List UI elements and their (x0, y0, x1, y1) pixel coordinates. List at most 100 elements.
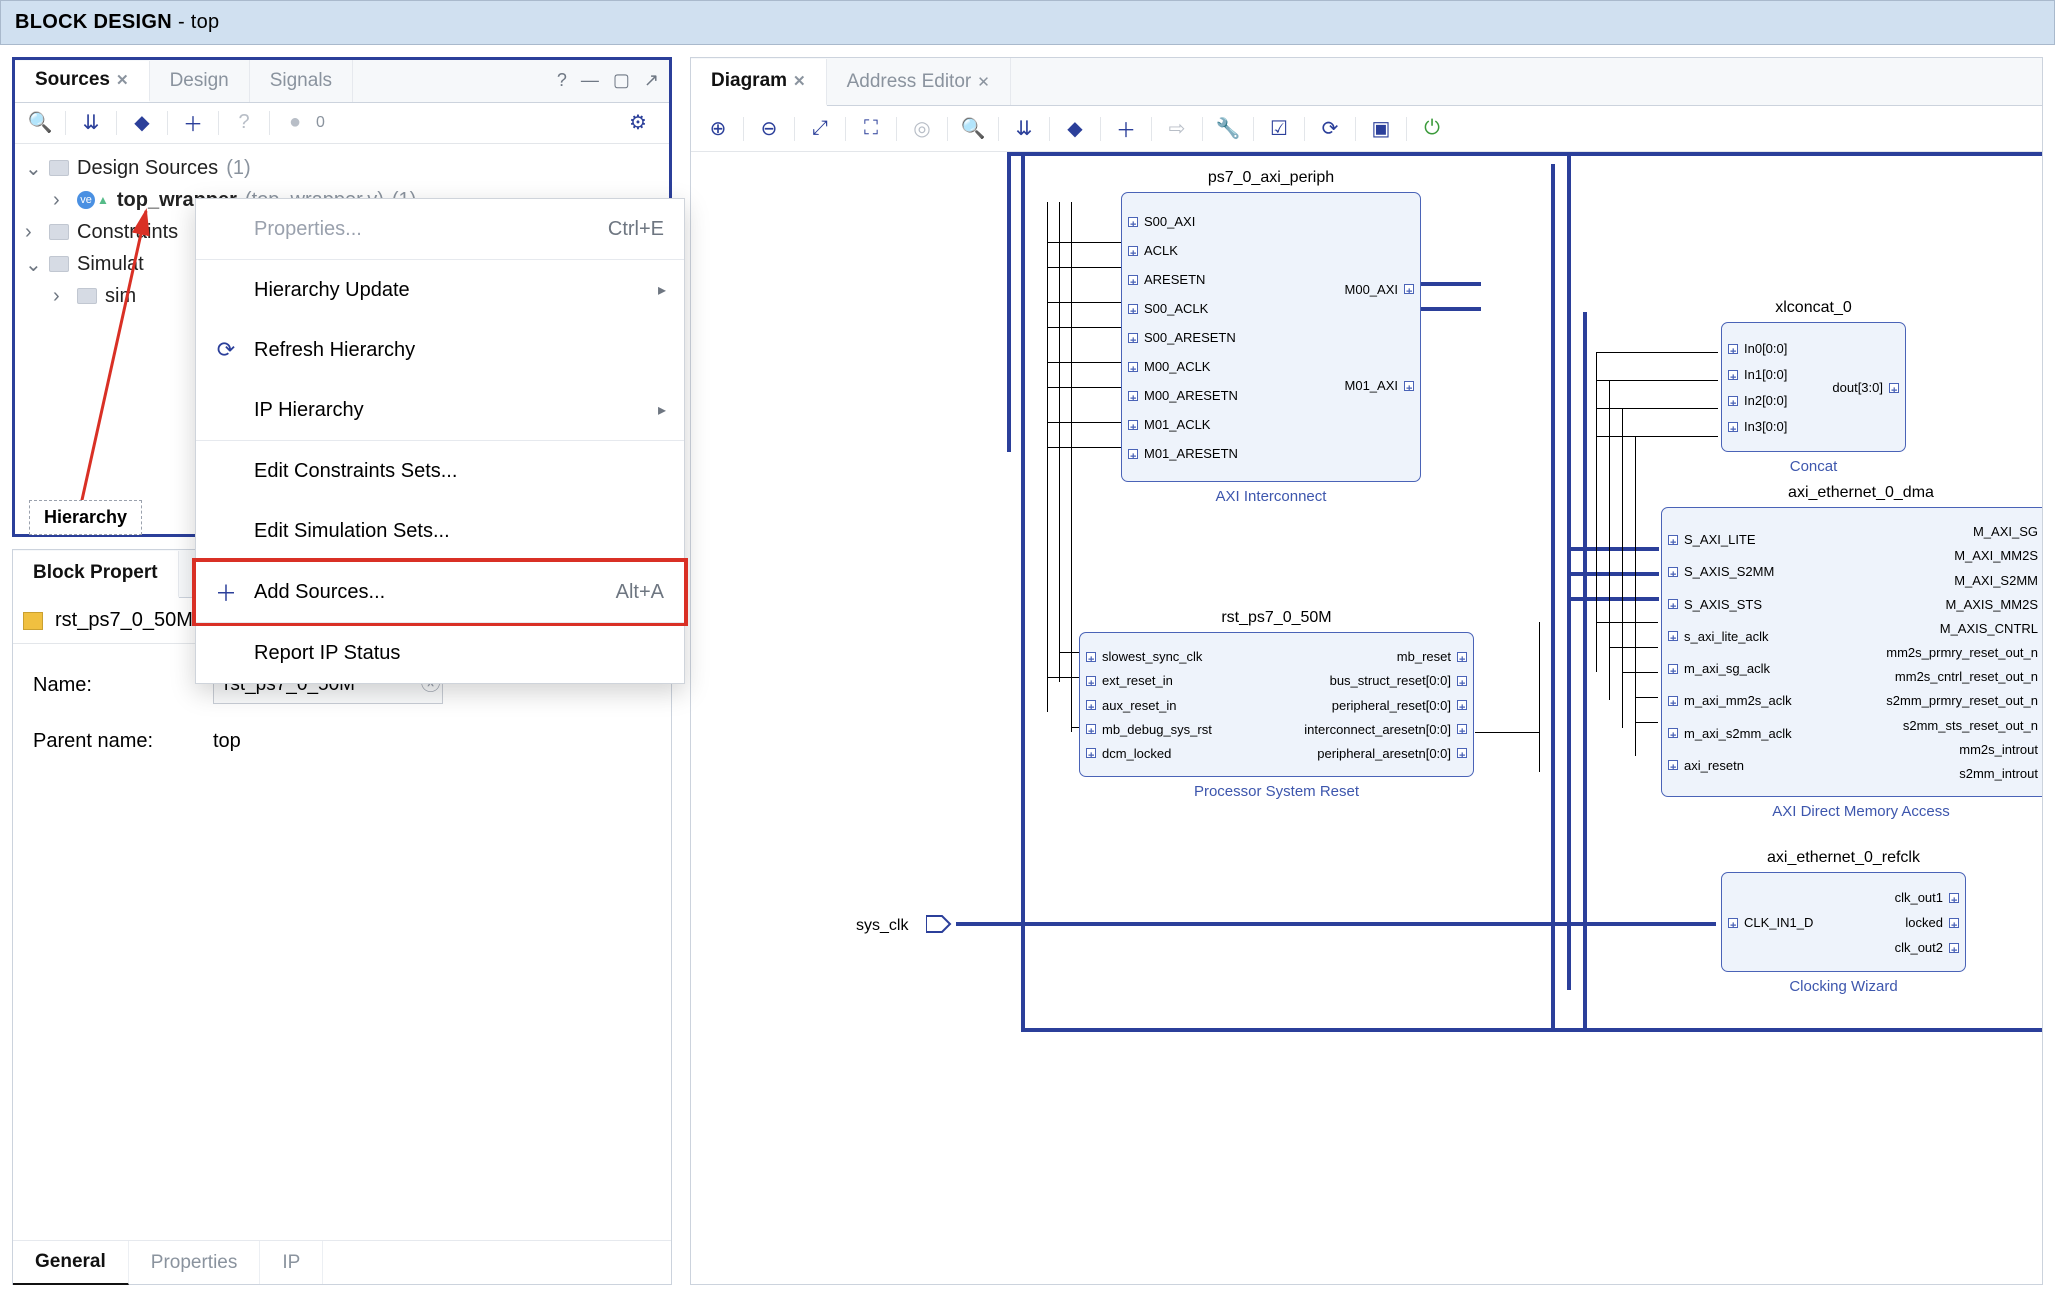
pin-left[interactable]: m_axi_mm2s_aclk (1668, 693, 1792, 708)
zoom-out-icon[interactable]: ⊖ (752, 112, 786, 146)
tab-design[interactable]: Design (150, 60, 250, 102)
block-rst[interactable]: rst_ps7_0_50MProcessor System Resetslowe… (1079, 632, 1474, 777)
pin-left[interactable]: axi_resetn (1668, 758, 1744, 773)
diagram-canvas[interactable]: sys_clk (691, 152, 2042, 1284)
gear-icon[interactable]: ⚙ (621, 106, 655, 140)
pin-left[interactable]: M00_ACLK (1128, 359, 1210, 374)
subtab-properties[interactable]: Properties (129, 1241, 261, 1284)
pin-left[interactable]: In0[0:0] (1728, 341, 1787, 356)
dot-icon[interactable]: ● (278, 106, 312, 140)
pin-right[interactable]: peripheral_aresetn[0:0] (1317, 746, 1467, 761)
block-axi-periph[interactable]: ps7_0_axi_periphAXI InterconnectS00_AXIA… (1121, 192, 1421, 482)
tab-diagram[interactable]: Diagram✕ (691, 59, 827, 106)
pin-left[interactable]: In2[0:0] (1728, 393, 1787, 408)
pin-right[interactable]: locked (1905, 915, 1959, 930)
target-icon[interactable]: ◎ (905, 112, 939, 146)
pin-right[interactable]: mm2s_prmry_reset_out_n (1886, 645, 2042, 660)
pin-right[interactable]: dout[3:0] (1832, 380, 1899, 395)
menu-edit-constraints[interactable]: Edit Constraints Sets... (196, 441, 684, 501)
pin-right[interactable]: M00_AXI (1345, 282, 1414, 297)
menu-refresh-hierarchy[interactable]: ⟳ Refresh Hierarchy (196, 320, 684, 380)
wrench-icon[interactable]: 🔧 (1211, 112, 1245, 146)
pin-right[interactable]: M_AXI_MM2S (1954, 548, 2042, 563)
pin-right[interactable]: mm2s_introut (1959, 742, 2042, 757)
search-icon[interactable]: 🔍 (956, 112, 990, 146)
pin-left[interactable]: ext_reset_in (1086, 673, 1173, 688)
pin-right[interactable]: s2mm_sts_reset_out_n (1903, 718, 2042, 733)
collapse-icon[interactable]: ⇊ (1007, 112, 1041, 146)
pin-right[interactable]: interconnect_aresetn[0:0] (1304, 722, 1467, 737)
pin-right[interactable]: M_AXI_SG (1973, 524, 2042, 539)
pin-left[interactable]: M01_ACLK (1128, 417, 1210, 432)
pin-left[interactable]: ARESETN (1128, 272, 1205, 287)
pin-left[interactable]: slowest_sync_clk (1086, 649, 1202, 664)
pin-left[interactable]: M01_ARESETN (1128, 446, 1238, 461)
pin-left[interactable]: S00_AXI (1128, 214, 1195, 229)
tab-block-properties[interactable]: Block Propert (13, 551, 179, 598)
pin-left[interactable]: S00_ACLK (1128, 301, 1208, 316)
maximize-icon[interactable]: ▢ (613, 70, 630, 91)
minimize-icon[interactable]: — (581, 70, 599, 91)
menu-hierarchy-update[interactable]: Hierarchy Update▸ (196, 260, 684, 320)
block-dma[interactable]: axi_ethernet_0_dmaAXI Direct Memory Acce… (1661, 507, 2042, 797)
pin-left[interactable]: mb_debug_sys_rst (1086, 722, 1212, 737)
info-icon[interactable]: ? (227, 106, 261, 140)
pin-left[interactable]: m_axi_sg_aclk (1668, 661, 1770, 676)
tab-sources[interactable]: Sources✕ (15, 61, 150, 103)
hierarchy-tab[interactable]: Hierarchy (29, 500, 142, 535)
pin-right[interactable]: M01_AXI (1345, 378, 1414, 393)
tree-design-sources[interactable]: ⌄ Design Sources (1) (25, 152, 659, 184)
close-icon[interactable]: ✕ (116, 71, 129, 89)
add-icon[interactable]: ＋ (176, 106, 210, 140)
menu-edit-simulation[interactable]: Edit Simulation Sets... (196, 501, 684, 561)
subtab-general[interactable]: General (13, 1241, 129, 1285)
pin-left[interactable]: S_AXI_LITE (1668, 532, 1756, 547)
pin-right[interactable]: M_AXI_S2MM (1954, 573, 2042, 588)
pin-right[interactable]: s2mm_prmry_reset_out_n (1886, 693, 2042, 708)
refresh-icon[interactable]: ⟳ (1313, 112, 1347, 146)
zoom-in-icon[interactable]: ⊕ (701, 112, 735, 146)
power-icon[interactable]: ⏻ (1415, 112, 1449, 146)
chip-icon[interactable]: ▣ (1364, 112, 1398, 146)
menu-ip-hierarchy[interactable]: IP Hierarchy▸ (196, 380, 684, 440)
search-icon[interactable]: 🔍 (23, 106, 57, 140)
block-refclk[interactable]: axi_ethernet_0_refclkClocking WizardCLK_… (1721, 872, 1966, 972)
subtab-ip[interactable]: IP (260, 1241, 323, 1284)
zoom-area-icon[interactable]: ⛶ (854, 112, 888, 146)
collapse-icon[interactable]: ⇊ (74, 106, 108, 140)
validate-icon[interactable]: ☑ (1262, 112, 1296, 146)
close-icon[interactable]: ✕ (977, 73, 990, 91)
pin-right[interactable]: s2mm_introut (1959, 766, 2042, 781)
pin-left[interactable]: s_axi_lite_aclk (1668, 629, 1769, 644)
pin-left[interactable]: m_axi_s2mm_aclk (1668, 726, 1792, 741)
pin-left[interactable]: S_AXIS_S2MM (1668, 564, 1774, 579)
pin-right[interactable]: clk_out2 (1895, 940, 1959, 955)
close-icon[interactable]: ✕ (793, 72, 806, 90)
pin-left[interactable]: S_AXIS_STS (1668, 597, 1762, 612)
menu-add-sources[interactable]: ＋ Add Sources... Alt+A (196, 562, 684, 622)
tab-address-editor[interactable]: Address Editor✕ (827, 58, 1011, 105)
pin-left[interactable]: dcm_locked (1086, 746, 1171, 761)
pin-left[interactable]: In3[0:0] (1728, 419, 1787, 434)
tab-signals[interactable]: Signals (250, 60, 353, 102)
expand-icon[interactable]: ◆ (1058, 112, 1092, 146)
pin-right[interactable]: mb_reset (1397, 649, 1467, 664)
menu-report-ip-status[interactable]: Report IP Status (196, 623, 684, 683)
help-icon[interactable]: ? (557, 70, 567, 91)
pin-left[interactable]: CLK_IN1_D (1728, 915, 1813, 930)
pin-right[interactable]: clk_out1 (1895, 890, 1959, 905)
block-xlconcat[interactable]: xlconcat_0ConcatIn0[0:0]In1[0:0]In2[0:0]… (1721, 322, 1906, 452)
pin-right[interactable]: M_AXIS_MM2S (1946, 597, 2042, 612)
connect-icon[interactable]: ⇨ (1160, 112, 1194, 146)
popout-icon[interactable]: ↗ (644, 70, 659, 91)
pin-right[interactable]: bus_struct_reset[0:0] (1330, 673, 1467, 688)
add-block-icon[interactable]: ＋ (1109, 112, 1143, 146)
pin-left[interactable]: M00_ARESETN (1128, 388, 1238, 403)
expand-icon[interactable]: ◆ (125, 106, 159, 140)
pin-right[interactable]: peripheral_reset[0:0] (1332, 698, 1467, 713)
fit-icon[interactable]: ⤢ (803, 112, 837, 146)
pin-right[interactable]: mm2s_cntrl_reset_out_n (1895, 669, 2042, 684)
pin-left[interactable]: S00_ARESETN (1128, 330, 1236, 345)
pin-right[interactable]: M_AXIS_CNTRL (1940, 621, 2042, 636)
pin-left[interactable]: In1[0:0] (1728, 367, 1787, 382)
